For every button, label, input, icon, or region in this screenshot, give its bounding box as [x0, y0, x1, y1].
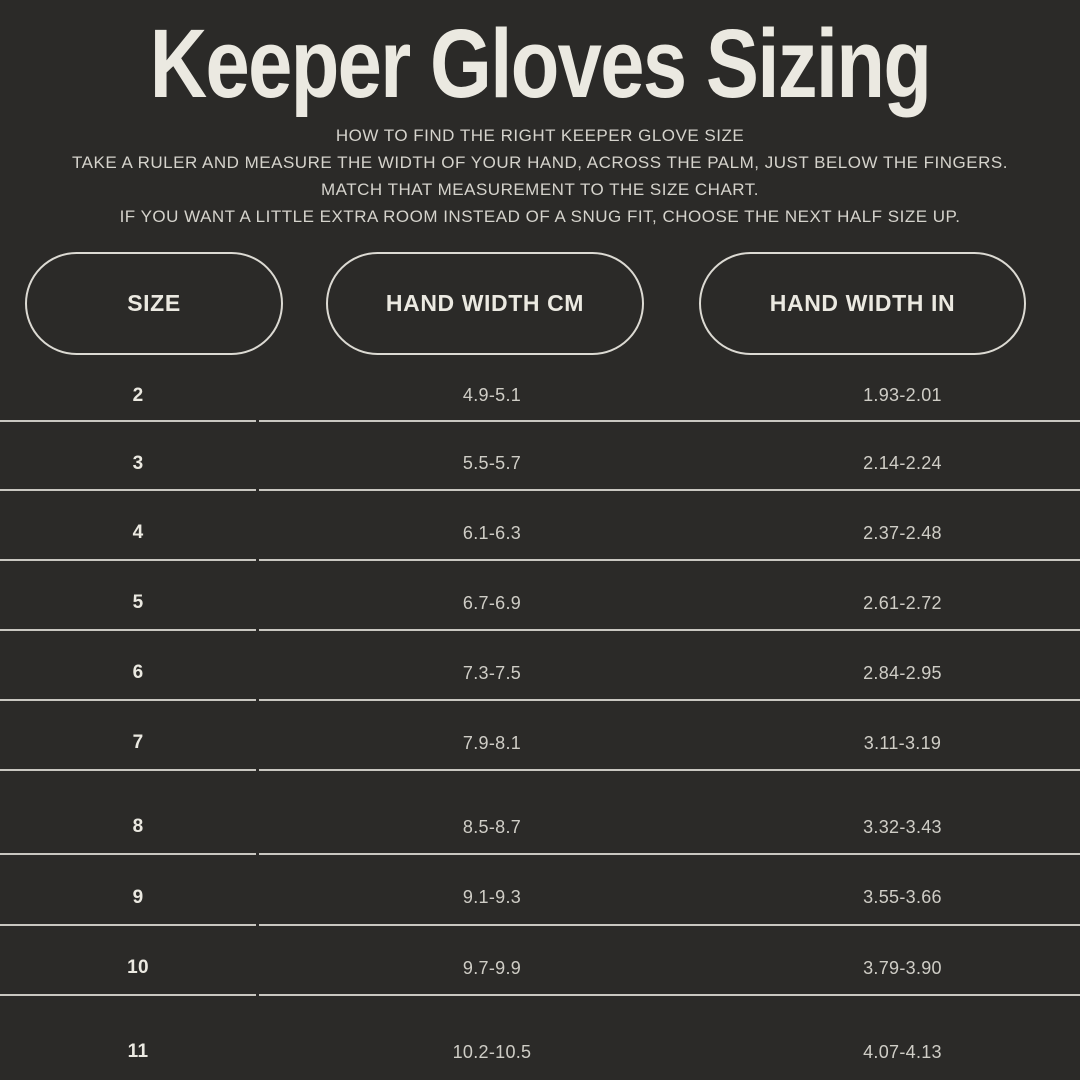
hand-width-in-value: 2.14-2.24: [863, 453, 942, 473]
size-cell: 11: [0, 1024, 256, 1080]
column-header-hand-width-cm: HAND WIDTH CM: [326, 252, 644, 355]
hand-width-in-cell: 2.14-2.24: [725, 438, 1080, 489]
hand-width-in-value: 2.61-2.72: [863, 592, 942, 613]
size-value: 4: [132, 522, 144, 543]
instructions: HOW TO FIND THE RIGHT KEEPER GLOVE SIZE …: [0, 122, 1080, 230]
size-value: 3: [132, 452, 144, 474]
table-row: 2 4.9-5.1 1.93-2.01: [0, 355, 1080, 422]
hand-width-in-value: 2.84-2.95: [863, 662, 942, 683]
column-header-label: HAND WIDTH IN: [769, 290, 956, 316]
hand-width-in-cell: 4.07-4.13: [725, 1024, 1080, 1080]
hand-width-cm-cell: 6.1-6.3: [259, 507, 725, 559]
hand-width-cm-cell: 6.7-6.9: [259, 577, 725, 629]
size-value: 10: [127, 957, 149, 978]
hand-width-in-value: 4.07-4.13: [863, 1041, 942, 1062]
hand-width-in-cell: 3.32-3.43: [725, 801, 1080, 853]
hand-width-cm-cell: 10.2-10.5: [259, 1024, 725, 1080]
measurement-cells: 4.9-5.1 1.93-2.01: [259, 371, 1080, 422]
size-value: 5: [132, 592, 144, 613]
hand-width-in-value: 3.11-3.19: [863, 732, 942, 753]
hand-width-cm-value: 8.5-8.7: [462, 816, 522, 837]
size-cell: 5: [0, 577, 256, 631]
instructions-line: IF YOU WANT A LITTLE EXTRA ROOM INSTEAD …: [119, 207, 961, 226]
size-value: 6: [132, 662, 144, 683]
hand-width-in-cell: 2.84-2.95: [725, 647, 1080, 699]
hand-width-cm-cell: 5.5-5.7: [259, 438, 725, 489]
measurement-cells: 10.2-10.5 4.07-4.13: [259, 1024, 1080, 1080]
hand-width-cm-value: 10.2-10.5: [452, 1041, 532, 1062]
measurement-cells: 6.1-6.3 2.37-2.48: [259, 507, 1080, 561]
table-row: 9 9.1-9.3 3.55-3.66: [0, 855, 1080, 926]
table-row: 7 7.9-8.1 3.11-3.19: [0, 701, 1080, 771]
hand-width-cm-value: 5.5-5.7: [462, 453, 522, 473]
measurement-cells: 7.9-8.1 3.11-3.19: [259, 717, 1080, 771]
column-header-label: SIZE: [127, 290, 181, 316]
size-cell: 2: [0, 371, 256, 422]
size-value: 11: [127, 1041, 149, 1062]
table-row: 11 10.2-10.5 4.07-4.13: [0, 996, 1080, 1080]
hand-width-cm-cell: 9.7-9.9: [259, 942, 725, 994]
column-header-hand-width-in: HAND WIDTH IN: [699, 252, 1026, 355]
measurement-cells: 7.3-7.5 2.84-2.95: [259, 647, 1080, 701]
size-cell: 8: [0, 801, 256, 855]
hand-width-cm-value: 6.1-6.3: [462, 522, 522, 543]
table-row: 6 7.3-7.5 2.84-2.95: [0, 631, 1080, 701]
measurement-cells: 9.7-9.9 3.79-3.90: [259, 942, 1080, 996]
hand-width-in-cell: 1.93-2.01: [725, 371, 1080, 420]
instructions-line: HOW TO FIND THE RIGHT KEEPER GLOVE SIZE: [335, 126, 745, 145]
size-value: 9: [132, 886, 144, 908]
size-value: 7: [132, 732, 144, 753]
column-header-label: HAND WIDTH CM: [385, 290, 585, 316]
column-header-size: SIZE: [25, 252, 283, 355]
size-cell: 3: [0, 438, 256, 491]
hand-width-cm-value: 6.7-6.9: [462, 592, 522, 613]
size-cell: 9: [0, 871, 256, 926]
hand-width-cm-value: 9.7-9.9: [462, 957, 522, 978]
size-cell: 10: [0, 942, 256, 996]
hand-width-in-value: 3.55-3.66: [863, 887, 942, 907]
hand-width-cm-value: 7.9-8.1: [462, 732, 522, 753]
table-row: 3 5.5-5.7 2.14-2.24: [0, 422, 1080, 491]
size-cell: 4: [0, 507, 256, 561]
hand-width-cm-value: 9.1-9.3: [462, 887, 522, 907]
hand-width-in-cell: 3.11-3.19: [725, 717, 1080, 769]
table-row: 8 8.5-8.7 3.32-3.43: [0, 771, 1080, 855]
size-value: 2: [132, 384, 144, 406]
hand-width-cm-value: 7.3-7.5: [462, 662, 522, 683]
hand-width-cm-cell: 7.3-7.5: [259, 647, 725, 699]
hand-width-cm-cell: 7.9-8.1: [259, 717, 725, 769]
hand-width-in-value: 3.79-3.90: [863, 957, 942, 978]
table-row: 5 6.7-6.9 2.61-2.72: [0, 561, 1080, 631]
table-row: 10 9.7-9.9 3.79-3.90: [0, 926, 1080, 996]
hand-width-in-value: 2.37-2.48: [863, 522, 942, 543]
table-row: 4 6.1-6.3 2.37-2.48: [0, 491, 1080, 561]
hand-width-in-value: 1.93-2.01: [863, 385, 942, 405]
hand-width-cm-cell: 8.5-8.7: [259, 801, 725, 853]
hand-width-in-cell: 2.37-2.48: [725, 507, 1080, 559]
hand-width-cm-cell: 4.9-5.1: [259, 371, 725, 420]
measurement-cells: 8.5-8.7 3.32-3.43: [259, 801, 1080, 855]
hand-width-in-value: 3.32-3.43: [863, 816, 942, 837]
instructions-line: MATCH THAT MEASUREMENT TO THE SIZE CHART…: [320, 180, 759, 199]
hand-width-in-cell: 2.61-2.72: [725, 577, 1080, 629]
measurement-cells: 6.7-6.9 2.61-2.72: [259, 577, 1080, 631]
size-table: 2 4.9-5.1 1.93-2.01 3 5.5-5.7 2.14-2.24 4 6.1-6…: [0, 355, 1080, 1080]
hand-width-cm-cell: 9.1-9.3: [259, 871, 725, 924]
measurement-cells: 9.1-9.3 3.55-3.66: [259, 871, 1080, 926]
hand-width-in-cell: 3.79-3.90: [725, 942, 1080, 994]
size-cell: 6: [0, 647, 256, 701]
size-cell: 7: [0, 717, 256, 771]
instructions-line: TAKE A RULER AND MEASURE THE WIDTH OF YO…: [72, 153, 1008, 172]
measurement-cells: 5.5-5.7 2.14-2.24: [259, 438, 1080, 491]
size-value: 8: [132, 816, 144, 837]
hand-width-in-cell: 3.55-3.66: [725, 871, 1080, 924]
hand-width-cm-value: 4.9-5.1: [462, 385, 522, 405]
page-title: Keeper Gloves Sizing: [149, 9, 932, 118]
